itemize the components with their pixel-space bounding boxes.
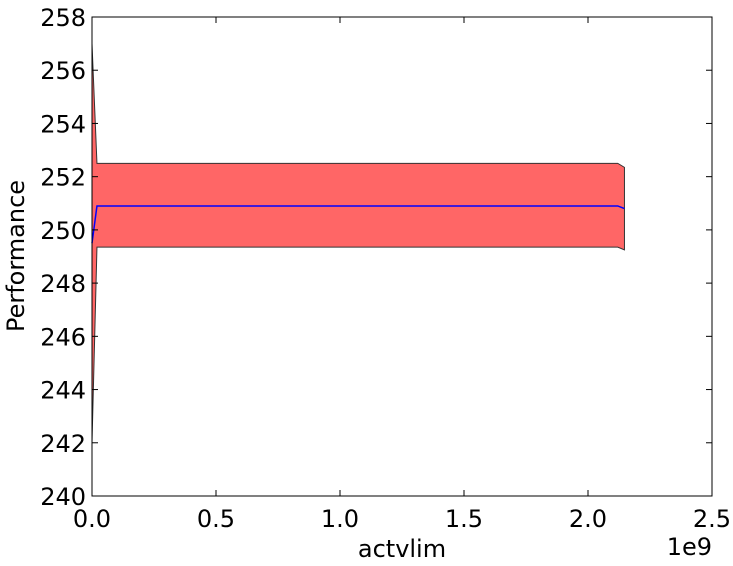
plot-frame: [91, 16, 713, 497]
y-tick-label: 254: [40, 110, 86, 138]
y-tick-label: 242: [40, 430, 86, 458]
y-axis: 240 242 244 246 248 250 252 254 256 258: [40, 4, 712, 511]
y-tick-label: 244: [40, 377, 86, 405]
plot-area: [91, 43, 625, 443]
y-tick-label: 258: [40, 4, 86, 32]
y-tick-label: 248: [40, 270, 86, 298]
x-axis: 0.0 0.5 1.0 1.5 2.0 2.5: [73, 17, 731, 533]
y-axis-label: Performance: [2, 180, 30, 332]
x-tick-label: 2.5: [693, 505, 731, 533]
x-axis-label: actvlim: [358, 535, 446, 563]
x-tick-label: 2.0: [569, 505, 607, 533]
y-tick-label: 250: [40, 217, 86, 245]
y-tick-label: 256: [40, 57, 86, 85]
x-tick-label: 0.0: [73, 505, 111, 533]
confidence-band: [91, 43, 625, 443]
y-tick-label: 246: [40, 323, 86, 351]
x-tick-label: 1.5: [445, 505, 483, 533]
x-tick-label: 0.5: [197, 505, 235, 533]
x-offset-label: 1e9: [667, 533, 712, 561]
x-tick-label: 1.0: [321, 505, 359, 533]
y-tick-label: 252: [40, 164, 86, 192]
mean-line: [91, 205, 625, 244]
y-tick-label: 240: [40, 483, 86, 511]
